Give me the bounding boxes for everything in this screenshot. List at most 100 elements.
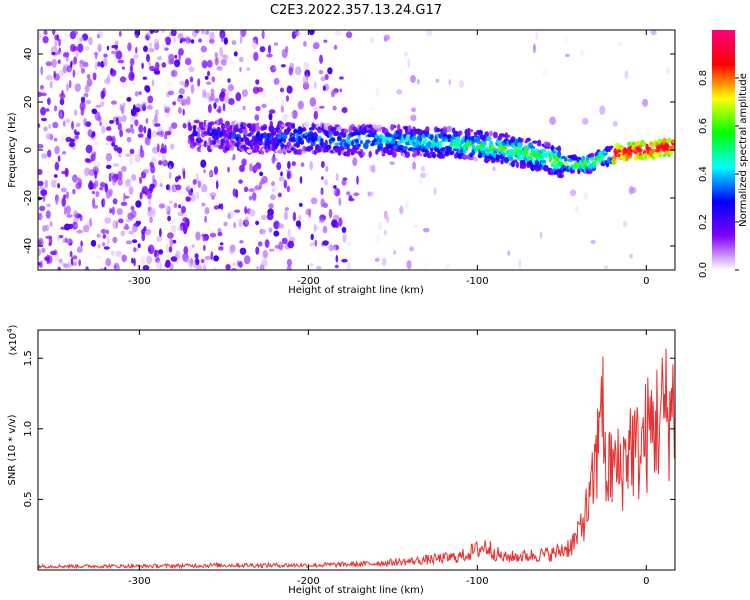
noise-cell xyxy=(175,250,181,259)
signal-cell xyxy=(387,151,393,156)
noise-cell xyxy=(57,155,61,163)
y-tick-label: -40 xyxy=(23,238,34,254)
noise-cell xyxy=(38,32,42,41)
noise-cell xyxy=(214,57,219,66)
noise-cell xyxy=(239,66,242,73)
noise-cell xyxy=(177,107,182,114)
signal-cell xyxy=(379,142,384,148)
noise-cell xyxy=(171,219,176,224)
noise-cell xyxy=(223,54,229,61)
noise-cell xyxy=(72,121,80,125)
signal-cell xyxy=(238,127,243,134)
noise-cell xyxy=(151,156,157,165)
noise-cell xyxy=(141,186,149,195)
snr-panel: -300 -200 -100 0 0.5 1.0 1.5 Height of straig… xyxy=(6,324,676,596)
noise-cell xyxy=(116,208,123,216)
noise-cell xyxy=(204,256,212,260)
noise-cell xyxy=(66,83,69,92)
noise-cell xyxy=(261,89,266,99)
noise-cell xyxy=(110,50,117,55)
noise-cell xyxy=(42,194,46,203)
noise-cell xyxy=(448,79,452,86)
noise-cell xyxy=(72,255,78,260)
signal-cell xyxy=(467,131,471,136)
noise-cell xyxy=(102,197,106,208)
noise-cell xyxy=(240,30,247,38)
noise-cell xyxy=(132,225,138,233)
noise-cell xyxy=(134,30,140,38)
y-tick-label: -20 xyxy=(23,190,34,206)
noise-cell xyxy=(257,241,263,247)
noise-cell xyxy=(159,182,163,188)
noise-cell xyxy=(273,77,280,86)
noise-cell xyxy=(74,83,82,92)
noise-cell xyxy=(147,95,154,104)
noise-cell xyxy=(213,166,219,175)
signal-cell xyxy=(198,121,204,125)
noise-cell xyxy=(196,173,199,179)
noise-cell xyxy=(642,98,649,107)
noise-cell xyxy=(286,171,291,180)
noise-cell xyxy=(622,220,628,228)
noise-cell xyxy=(124,183,129,189)
noise-cell xyxy=(74,176,80,180)
noise-cell xyxy=(582,117,589,125)
noise-cell xyxy=(39,85,45,90)
signal-cell xyxy=(242,128,248,135)
noise-cell xyxy=(72,69,76,78)
signal-cell xyxy=(334,142,341,146)
signal-cell xyxy=(548,155,552,163)
signal-cell xyxy=(510,139,516,143)
noise-cell xyxy=(201,202,206,207)
figure-title: C2E3.2022.357.13.24.G17 xyxy=(270,3,442,18)
noise-cell xyxy=(50,250,57,256)
noise-cell xyxy=(309,262,314,267)
noise-cell xyxy=(112,236,118,244)
noise-cell xyxy=(288,66,294,76)
signal-cell xyxy=(233,127,240,133)
signal-cell xyxy=(188,125,193,132)
noise-cell xyxy=(164,47,169,51)
noise-cell xyxy=(121,254,127,263)
noise-cell xyxy=(151,118,159,125)
signal-cell xyxy=(267,143,271,150)
noise-cell xyxy=(191,244,195,248)
noise-cell xyxy=(147,128,152,136)
noise-cell xyxy=(38,248,41,257)
noise-cell xyxy=(172,101,177,106)
noise-cell xyxy=(261,103,267,109)
noise-cell xyxy=(52,121,59,129)
noise-cell xyxy=(84,84,90,93)
noise-cell xyxy=(65,205,71,215)
colorbar-gradient xyxy=(712,30,735,270)
noise-cell xyxy=(102,234,107,239)
noise-cell xyxy=(313,110,318,120)
noise-cell xyxy=(41,247,46,254)
noise-cell xyxy=(291,161,296,167)
noise-cell xyxy=(371,164,376,173)
noise-cell xyxy=(159,228,162,238)
noise-cell xyxy=(583,192,589,200)
noise-cell xyxy=(38,180,44,187)
noise-cell xyxy=(283,210,289,221)
signal-cell xyxy=(506,134,511,138)
noise-cell xyxy=(104,266,107,270)
signal-cell xyxy=(436,128,441,133)
noise-cell xyxy=(183,222,189,231)
noise-cell xyxy=(119,129,123,138)
noise-cell xyxy=(309,160,314,171)
noise-cell xyxy=(195,231,201,241)
noise-cell xyxy=(104,78,111,85)
noise-cell xyxy=(142,265,150,270)
noise-cell xyxy=(282,113,288,121)
signal-cell xyxy=(390,139,394,145)
noise-cell xyxy=(423,227,430,233)
signal-cell xyxy=(216,128,221,132)
noise-cell xyxy=(178,88,185,95)
noise-cell xyxy=(145,85,151,93)
noise-cell xyxy=(278,176,285,182)
signal-cell xyxy=(222,129,228,133)
noise-cell xyxy=(49,221,53,227)
noise-cell xyxy=(232,153,236,161)
noise-cell xyxy=(197,78,201,87)
